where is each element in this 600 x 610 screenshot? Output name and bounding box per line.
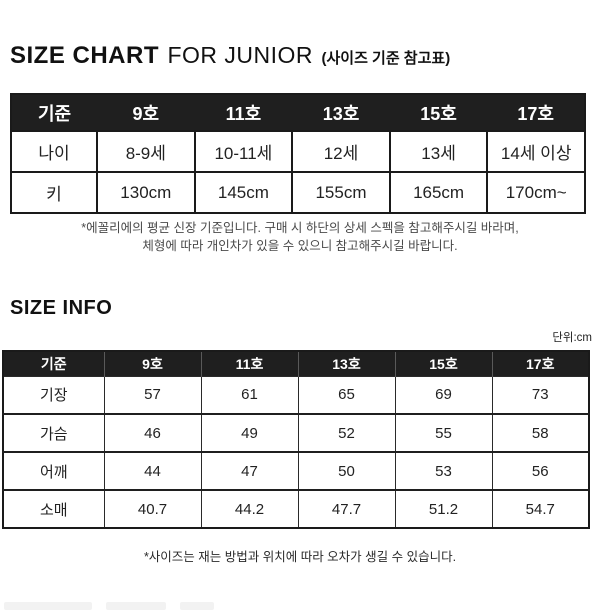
cell-chest-17ho: 58 [491,413,590,453]
col-header-9ho: 9호 [97,94,195,131]
col-header-gijun: 기준 [11,94,97,131]
row-label-chest: 가슴 [2,413,105,453]
size-chart-title-regular: FOR JUNIOR [167,42,314,68]
col-header-17ho: 17호 [487,94,585,131]
cell-sleeve-17ho: 54.7 [491,489,590,529]
size-info-table: 기준 9호 11호 13호 15호 17호 기장 57 61 65 69 73 … [2,350,590,529]
cell-sleeve-15ho: 51.2 [394,489,493,529]
cell-sleeve-9ho: 40.7 [103,489,202,529]
cell-chest-9ho: 46 [103,413,202,453]
table-row-length: 기장 57 61 65 69 73 [2,375,590,415]
row-label-age: 나이 [10,130,98,173]
table-header-row: 기준 9호 11호 13호 15호 17호 [11,94,585,131]
table-row-height: 키 130cm 145cm 155cm 165cm 170cm~ [10,171,586,214]
cell-age-11ho: 10-11세 [193,130,294,173]
cell-height-17ho: 170cm~ [486,171,586,214]
row-label-length: 기장 [2,375,105,415]
cell-shoulder-13ho: 50 [297,451,396,491]
cell-shoulder-15ho: 53 [394,451,493,491]
cell-chest-13ho: 52 [297,413,396,453]
size-info-table-header: 기준 9호 11호 13호 15호 17호 [3,351,589,376]
cell-chest-15ho: 55 [394,413,493,453]
unit-label: 단위:cm [552,332,592,344]
col-header-gijun: 기준 [3,351,104,376]
col-header-15ho: 15호 [389,94,488,131]
cell-length-17ho: 73 [491,375,590,415]
cell-length-9ho: 57 [103,375,202,415]
cell-length-13ho: 65 [297,375,396,415]
cell-age-9ho: 8-9세 [96,130,196,173]
cell-age-15ho: 13세 [388,130,489,173]
size-chart-footnote-line1: *에꼴리에의 평균 신장 기준입니다. 구매 시 하단의 상세 스펙을 참고해주… [81,221,519,235]
size-info-footnote: *사이즈는 재는 방법과 위치에 따라 오차가 생길 수 있습니다. [143,550,457,564]
row-label-sleeve: 소매 [2,489,105,529]
cell-age-17ho: 14세 이상 [486,130,586,173]
cropped-heading-remnant [4,592,304,610]
size-chart-table-header: 기준 9호 11호 13호 15호 17호 [11,94,585,131]
cell-shoulder-17ho: 56 [491,451,590,491]
cell-sleeve-13ho: 47.7 [297,489,396,529]
size-chart-table: 기준 9호 11호 13호 15호 17호 나이 8-9세 10-11세 12세… [10,93,586,214]
row-label-shoulder: 어깨 [2,451,105,491]
col-header-13ho: 13호 [297,351,395,376]
cell-chest-11ho: 49 [200,413,299,453]
size-chart-title-korean: (사이즈 기준 참고표) [321,50,451,67]
cell-sleeve-11ho: 44.2 [200,489,299,529]
cell-shoulder-11ho: 47 [200,451,299,491]
row-label-height: 키 [10,171,98,214]
table-row-chest: 가슴 46 49 52 55 58 [2,413,590,453]
col-header-15ho: 15호 [394,351,492,376]
cell-height-15ho: 165cm [388,171,489,214]
col-header-13ho: 13호 [292,94,390,131]
table-row-age: 나이 8-9세 10-11세 12세 13세 14세 이상 [10,130,586,173]
table-row-sleeve: 소매 40.7 44.2 47.7 51.2 54.7 [2,489,590,529]
cell-length-11ho: 61 [200,375,299,415]
cell-height-11ho: 145cm [193,171,294,214]
cell-age-13ho: 12세 [291,130,391,173]
col-header-17ho: 17호 [491,351,589,376]
cell-height-9ho: 130cm [96,171,196,214]
size-chart-footnote: *에꼴리에의 평균 신장 기준입니다. 구매 시 하단의 상세 스펙을 참고해주… [0,219,600,255]
cell-shoulder-9ho: 44 [103,451,202,491]
size-chart-footnote-line2: 체형에 따라 개인차가 있을 수 있으니 참고해주시길 바랍니다. [142,239,458,253]
size-info-title: SIZE INFO [10,297,113,319]
size-chart-title: SIZE CHART FOR JUNIOR (사이즈 기준 참고표) [10,42,450,70]
col-header-11ho: 11호 [200,351,298,376]
cell-height-13ho: 155cm [291,171,391,214]
size-chart-title-bold: SIZE CHART [10,42,159,69]
col-header-9ho: 9호 [103,351,201,376]
cell-length-15ho: 69 [394,375,493,415]
table-header-row: 기준 9호 11호 13호 15호 17호 [3,351,589,376]
table-row-shoulder: 어깨 44 47 50 53 56 [2,451,590,491]
col-header-11ho: 11호 [194,94,293,131]
